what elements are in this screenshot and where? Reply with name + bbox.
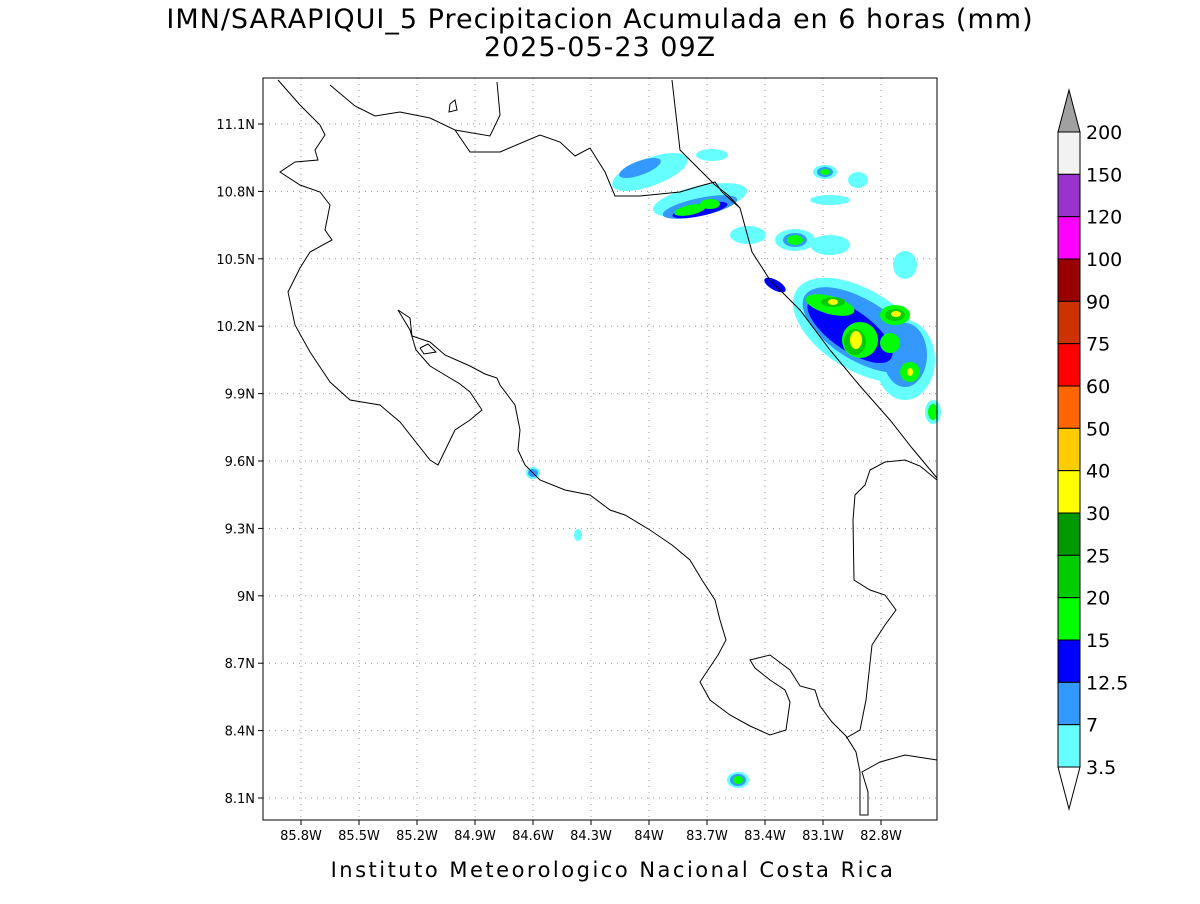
colorbar-label: 200 bbox=[1086, 122, 1122, 144]
colorbar-swatch bbox=[1057, 512, 1081, 556]
colorbar-under bbox=[1057, 766, 1081, 811]
x-tick-label: 84W bbox=[634, 829, 664, 844]
x-tick-label: 84.9W bbox=[454, 829, 496, 844]
y-tick-label: 9.3N bbox=[225, 522, 255, 537]
colorbar-swatch bbox=[1057, 173, 1081, 218]
x-tick-label: 85.8W bbox=[280, 829, 322, 844]
colorbar-swatch bbox=[1057, 427, 1081, 472]
colorbar-swatch bbox=[1057, 385, 1081, 429]
colorbar-label: 50 bbox=[1086, 418, 1110, 440]
colorbar-swatch bbox=[1057, 681, 1081, 726]
precipitation bbox=[526, 149, 941, 788]
colorbar-swatch bbox=[1057, 258, 1081, 302]
y-tick-label: 10.2N bbox=[216, 320, 255, 335]
colorbar-label: 100 bbox=[1086, 249, 1122, 271]
axes: 85.8W 85.5W 85.2W 84.9W 84.6W 84.3W 84W 83.7W 83… bbox=[216, 118, 902, 844]
colorbar-swatch bbox=[1057, 554, 1081, 599]
colorbar-label: 30 bbox=[1086, 503, 1110, 525]
colorbar: 200 150 120 100 90 75 60 50 40 30 25 20 15 12.5 7 3.5 bbox=[1057, 88, 1128, 811]
coastlines bbox=[277, 79, 938, 816]
colorbar-label: 60 bbox=[1086, 376, 1110, 398]
x-tick-label: 83.4W bbox=[744, 829, 786, 844]
y-tick-label: 9N bbox=[237, 590, 255, 605]
colorbar-swatch bbox=[1057, 216, 1081, 260]
colorbar-swatch bbox=[1057, 597, 1081, 641]
colorbar-swatch bbox=[1057, 131, 1081, 175]
colorbar-label: 12.5 bbox=[1086, 672, 1128, 694]
colorbar-label: 75 bbox=[1086, 334, 1110, 356]
y-tick-label: 10.8N bbox=[216, 185, 255, 200]
y-tick-label: 9.9N bbox=[225, 388, 255, 403]
y-tick-label: 8.7N bbox=[225, 657, 255, 672]
x-tick-label: 83.1W bbox=[802, 829, 844, 844]
colorbar-label: 40 bbox=[1086, 461, 1110, 483]
colorbar-label: 120 bbox=[1086, 207, 1122, 229]
x-tick-label: 84.3W bbox=[570, 829, 612, 844]
colorbar-swatch bbox=[1057, 639, 1081, 683]
x-tick-label: 85.5W bbox=[338, 829, 380, 844]
map-frame bbox=[262, 77, 938, 821]
y-tick-label: 8.1N bbox=[225, 792, 255, 807]
y-tick-label: 11.1N bbox=[216, 118, 255, 133]
colorbar-swatch bbox=[1057, 724, 1081, 768]
y-tick-label: 10.5N bbox=[216, 253, 255, 268]
x-tick-label: 84.6W bbox=[512, 829, 554, 844]
colorbar-label: 20 bbox=[1086, 588, 1110, 610]
colorbar-label: 25 bbox=[1086, 545, 1110, 567]
colorbar-swatch bbox=[1057, 343, 1081, 387]
subtitle: 2025-05-23 09Z bbox=[484, 32, 716, 63]
title: IMN/SARAPIQUI_5 Precipitacion Acumulada … bbox=[166, 4, 1033, 35]
y-tick-label: 9.6N bbox=[225, 455, 255, 470]
colorbar-over bbox=[1057, 88, 1081, 133]
x-tick-label: 82.8W bbox=[860, 829, 902, 844]
grid bbox=[263, 78, 937, 820]
colorbar-label: 3.5 bbox=[1086, 757, 1116, 779]
colorbar-label: 15 bbox=[1086, 630, 1110, 652]
y-tick-label: 8.4N bbox=[225, 725, 255, 740]
colorbar-label: 150 bbox=[1086, 164, 1122, 186]
x-tick-label: 83.7W bbox=[686, 829, 728, 844]
colorbar-label: 7 bbox=[1086, 715, 1098, 737]
x-tick-label: 85.2W bbox=[396, 829, 438, 844]
colorbar-label: 90 bbox=[1086, 291, 1110, 313]
colorbar-swatch bbox=[1057, 300, 1081, 345]
colorbar-swatch bbox=[1057, 470, 1081, 514]
footer: Instituto Meteorologico Nacional Costa R… bbox=[331, 858, 896, 882]
